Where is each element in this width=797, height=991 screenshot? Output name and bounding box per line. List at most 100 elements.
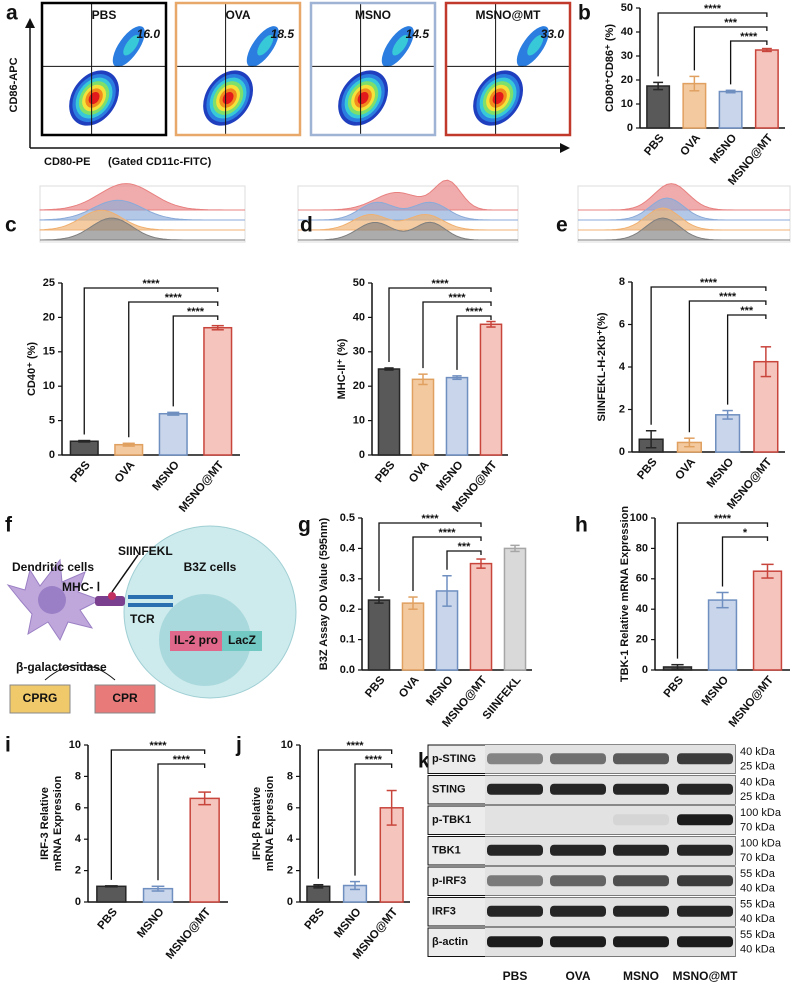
hist-frame bbox=[297, 185, 519, 243]
plot-title: MSNO@MT bbox=[475, 8, 541, 22]
y-axis-label: CD86-APC bbox=[8, 57, 20, 112]
peptide-dot bbox=[108, 592, 116, 600]
diagram-label: B3Z cells bbox=[184, 560, 237, 574]
kda-marker: 25 kDa bbox=[740, 760, 776, 772]
y-tick-label: 0.4 bbox=[340, 542, 356, 554]
significance-label: *** bbox=[740, 305, 754, 317]
panel-letter: d bbox=[300, 214, 313, 237]
bar bbox=[69, 440, 99, 456]
y-tick-label: 30 bbox=[353, 346, 365, 358]
blot-row-label: p-IRF3 bbox=[432, 875, 466, 887]
blot-band bbox=[613, 936, 669, 948]
error-bar bbox=[653, 81, 664, 91]
y-tick-label: 0 bbox=[49, 449, 55, 461]
significance-bracket bbox=[446, 550, 482, 570]
significance-bracket bbox=[378, 522, 482, 592]
significance-bracket bbox=[688, 300, 767, 433]
significance-label: **** bbox=[714, 513, 732, 525]
y-tick-label: 15 bbox=[43, 346, 55, 358]
diagram-shapes bbox=[6, 525, 297, 714]
significance-label: **** bbox=[165, 292, 183, 304]
x-tick-label: MSNO bbox=[424, 674, 455, 708]
error-bar bbox=[486, 320, 496, 328]
panel-letter: a bbox=[6, 2, 18, 25]
y-tick-label: 100 bbox=[630, 512, 648, 524]
x-tick-label: MSNO bbox=[705, 456, 736, 490]
blot-band bbox=[487, 936, 543, 948]
bar bbox=[707, 599, 738, 671]
error-bar bbox=[725, 89, 736, 94]
y-tick-label: 20 bbox=[43, 311, 55, 323]
y-tick-label: 8 bbox=[75, 770, 81, 782]
y-tick-label: 20 bbox=[621, 74, 633, 86]
y-tick-label: 25 bbox=[43, 277, 55, 289]
tcr-bar bbox=[128, 603, 173, 607]
blot-band bbox=[677, 936, 733, 948]
y-tick-label: 8 bbox=[287, 770, 293, 782]
bar bbox=[203, 326, 233, 456]
kda-marker: 40 kDa bbox=[740, 882, 776, 894]
blot-row-label: p-TBK1 bbox=[432, 814, 471, 826]
lane-label: MSNO@MT bbox=[672, 969, 738, 983]
beaker bbox=[9, 684, 71, 714]
kda-marker: 55 kDa bbox=[740, 898, 776, 910]
y-tick-label: 0 bbox=[75, 896, 81, 908]
blot-band bbox=[613, 905, 669, 917]
x-tick-label: OVA bbox=[673, 456, 698, 482]
diagram-label: β-galactosidase bbox=[16, 660, 107, 674]
error-bar bbox=[384, 367, 394, 371]
x-tick-label: MSNO bbox=[135, 906, 166, 940]
x-tick-label: PBS bbox=[635, 456, 660, 482]
peptide-arrow bbox=[111, 554, 139, 593]
blot-band bbox=[613, 844, 669, 856]
significance-bracket bbox=[456, 315, 492, 370]
y-tick-label: 30 bbox=[621, 50, 633, 62]
kda-marker: 70 kDa bbox=[740, 821, 776, 833]
significance-label: **** bbox=[173, 754, 191, 766]
significance-bracket bbox=[412, 536, 482, 592]
error-bar bbox=[198, 791, 212, 806]
x-tick-label: OVA bbox=[407, 459, 432, 485]
error-bar bbox=[104, 885, 118, 888]
panel-letter: b bbox=[578, 2, 591, 25]
bar bbox=[306, 885, 331, 903]
y-tick-label: 6 bbox=[287, 802, 293, 814]
bar bbox=[411, 378, 435, 456]
panel-letter: c bbox=[5, 214, 17, 237]
bar bbox=[158, 412, 188, 456]
blot-band bbox=[487, 905, 543, 917]
significance-bracket bbox=[110, 749, 206, 880]
panel-letter: e bbox=[556, 214, 568, 237]
y-axis-label: MHC-II⁺ (%) bbox=[336, 338, 348, 399]
y-tick-label: 5 bbox=[49, 415, 55, 427]
error-bar bbox=[167, 411, 180, 416]
y-axis-label: CD80⁺CD86⁺ (%) bbox=[604, 24, 616, 112]
histogram bbox=[298, 179, 518, 211]
reaction-arrow bbox=[44, 664, 116, 681]
x-tick-label: OVA bbox=[397, 674, 422, 700]
bar bbox=[445, 376, 469, 456]
x-tick-label: OVA bbox=[678, 132, 703, 158]
blot-band bbox=[550, 753, 606, 765]
flow-plot bbox=[174, 1, 302, 137]
blot-band bbox=[487, 753, 543, 765]
significance-label: **** bbox=[700, 277, 718, 289]
error-bar bbox=[78, 439, 91, 443]
error-bar bbox=[684, 437, 695, 448]
plot-frame bbox=[309, 1, 437, 137]
gate-value: 16.0 bbox=[137, 27, 161, 41]
kda-marker: 70 kDa bbox=[740, 852, 776, 864]
bar bbox=[752, 570, 783, 671]
blot-band bbox=[677, 783, 733, 795]
bar bbox=[367, 599, 391, 671]
blot-row-label: IRF3 bbox=[432, 906, 456, 918]
blot-row-label: p-STING bbox=[432, 753, 476, 765]
error-bar bbox=[408, 596, 418, 610]
x-tick-label: MSNO@MT bbox=[177, 459, 226, 514]
lane-label: MSNO bbox=[623, 969, 659, 983]
y-tick-label: 2 bbox=[75, 865, 81, 877]
significance-label: **** bbox=[438, 527, 456, 539]
y-tick-label: 10 bbox=[281, 739, 293, 751]
lane-label: PBS bbox=[503, 969, 528, 983]
